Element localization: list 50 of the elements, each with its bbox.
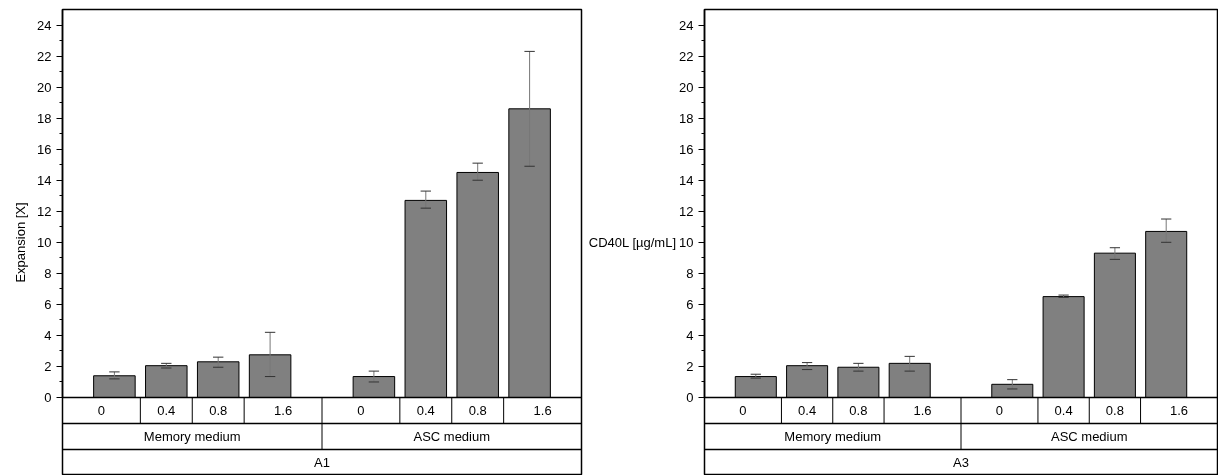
y-tick-label: 8	[686, 265, 694, 281]
y-tick-label: 6	[44, 296, 52, 312]
y-tick-label: 24	[679, 17, 694, 33]
x-tick-label: 0.4	[157, 403, 176, 418]
text: Memory medium	[143, 429, 241, 444]
y-tick-label: 12	[37, 203, 52, 219]
text: A1	[314, 455, 330, 470]
y-tick-label: 2	[686, 358, 694, 374]
y-tick-label: 22	[37, 48, 52, 64]
y-tick-label: 6	[686, 296, 694, 312]
x-tick-label: 0	[995, 403, 1004, 418]
y-axis-title: Expansion [X]	[13, 202, 29, 283]
y-tick-label: 14	[679, 172, 694, 188]
x-tick-label: 0	[739, 403, 747, 418]
x-tick-label: 0	[357, 403, 365, 418]
x-tick-label: 1.6	[913, 403, 932, 418]
text: Memory medium	[784, 429, 882, 444]
x-tick-label: 0.8	[468, 403, 487, 418]
y-tick-label: 18	[679, 110, 694, 126]
x-tick-label: 0.8	[209, 403, 228, 418]
y-tick-label: 18	[37, 110, 52, 126]
y-tick-label: 14	[37, 172, 52, 188]
y-tick-label: 16	[679, 141, 694, 157]
x-tick-label: 1.6	[533, 403, 552, 418]
x-tick-label: 0	[97, 403, 106, 418]
y-tick-label: 4	[686, 327, 694, 343]
y-tick-label: 0	[686, 390, 694, 405]
y-tick-label: 12	[679, 203, 694, 219]
y-tick-label: 10	[679, 234, 694, 250]
x-tick-label: 0.4	[1054, 403, 1073, 418]
x-tick-label: 1.6	[1169, 403, 1189, 418]
y-tick-label: 10	[37, 234, 52, 250]
y-tick-label: 4	[44, 327, 52, 343]
text: ASC medium	[413, 429, 491, 444]
y-tick-label: 24	[37, 17, 52, 33]
y-tick-label: 20	[679, 79, 694, 95]
y-tick-label: 2	[44, 358, 52, 374]
y-tick-label: 20	[37, 79, 52, 95]
x-tick-label: 0.4	[798, 403, 817, 418]
x-tick-label: 0.8	[1105, 403, 1124, 418]
y-tick-label: 8	[44, 265, 52, 281]
x-tick-label: 0.8	[849, 403, 868, 418]
y-tick-label: 16	[37, 141, 52, 157]
y-tick-label: 0	[44, 390, 52, 405]
text: A3	[953, 455, 969, 470]
x-tick-label: 0.4	[416, 403, 435, 418]
text: ASC medium	[1050, 429, 1128, 444]
x-axis-title: CD40L [µg/mL]	[588, 235, 677, 250]
x-tick-label: 1.6	[274, 403, 293, 418]
y-tick-label: 22	[679, 48, 694, 64]
